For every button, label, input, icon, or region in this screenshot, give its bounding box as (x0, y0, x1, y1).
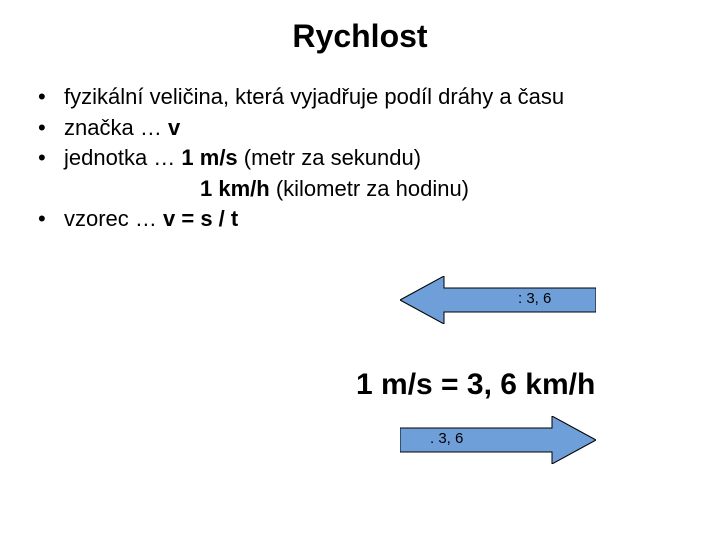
bullet-3b: 1 km/h (kilometr za hodinu) (0, 175, 720, 204)
arrow-bottom-label: . 3, 6 (430, 430, 463, 447)
bullet-3: jednotka … 1 m/s (metr za sekundu) (38, 144, 720, 173)
bullet-3-pre: jednotka … (64, 145, 181, 170)
arrow-left-icon (400, 276, 596, 324)
bullet-2: značka … v (38, 114, 720, 143)
bullet-4: vzorec … v = s / t (38, 205, 720, 234)
bullet-list-2: vzorec … v = s / t (0, 205, 720, 234)
bullet-4-pre: vzorec … (64, 206, 163, 231)
arrow-bottom: . 3, 6 (400, 416, 596, 464)
arrow-left-shape (400, 276, 596, 324)
slide-title: Rychlost (0, 18, 720, 55)
bullet-3b-post: (kilometr za hodinu) (276, 176, 469, 201)
bullet-3-bold: 1 m/s (181, 145, 237, 170)
conversion-equation: 1 m/s = 3, 6 km/h (356, 368, 595, 402)
bullet-3-post: (metr za sekundu) (238, 145, 421, 170)
bullet-2-bold: v (168, 115, 180, 140)
bullet-1: fyzikální veličina, která vyjadřuje podí… (38, 83, 720, 112)
bullet-3b-bold: 1 km/h (200, 176, 276, 201)
arrow-top-label: : 3, 6 (518, 290, 551, 307)
bullet-2-pre: značka … (64, 115, 168, 140)
arrow-top: : 3, 6 (400, 276, 596, 324)
bullet-4-bold: v = s / t (163, 206, 238, 231)
bullet-list: fyzikální veličina, která vyjadřuje podí… (0, 83, 720, 173)
